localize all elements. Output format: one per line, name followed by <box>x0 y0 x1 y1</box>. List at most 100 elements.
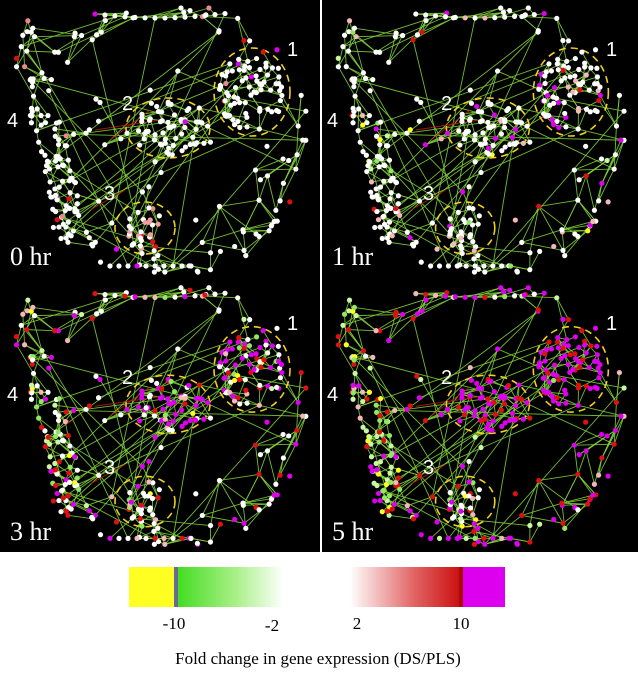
network-node <box>345 327 352 333</box>
network-node <box>46 88 52 94</box>
network-edge <box>494 287 529 298</box>
network-node <box>172 15 178 21</box>
network-node <box>527 539 533 545</box>
network-edge <box>399 474 420 490</box>
network-node <box>223 80 229 87</box>
network-edge <box>259 404 306 417</box>
network-node <box>527 267 533 273</box>
network-node <box>159 109 165 115</box>
network-node <box>490 535 496 542</box>
network-edge <box>259 128 306 141</box>
network-edge <box>497 70 540 90</box>
network-edge <box>557 40 569 60</box>
network-edge <box>49 441 59 457</box>
network-edge <box>104 131 147 146</box>
network-edge <box>521 229 563 243</box>
network-node <box>587 109 593 115</box>
cluster-label-3: 3 <box>423 457 434 479</box>
network-node <box>217 82 223 88</box>
network-edge <box>398 115 545 205</box>
network-node <box>151 520 157 527</box>
network-node <box>41 75 47 82</box>
network-node <box>418 259 424 265</box>
network-node <box>494 346 501 352</box>
network-node <box>45 434 51 440</box>
network-edge <box>425 407 467 421</box>
network-edge <box>58 410 74 421</box>
network-node <box>205 399 211 406</box>
network-node <box>381 178 387 184</box>
network-node <box>576 344 582 351</box>
network-node <box>442 293 449 299</box>
network-edge <box>521 16 557 19</box>
network-node <box>381 495 388 501</box>
network-edge <box>492 242 523 267</box>
network-node <box>343 64 349 70</box>
network-node <box>280 156 286 162</box>
network-node <box>447 490 453 496</box>
network-node <box>367 365 373 371</box>
network-node <box>265 350 271 356</box>
network-node <box>46 365 52 371</box>
network-node <box>276 352 282 358</box>
network-node <box>374 158 380 164</box>
network-node <box>474 380 480 386</box>
network-edge <box>482 408 494 422</box>
network-node <box>67 168 73 174</box>
network-edge <box>54 35 82 53</box>
network-node <box>30 370 37 377</box>
network-node <box>486 124 492 130</box>
network-node <box>467 87 473 93</box>
network-node <box>38 122 44 128</box>
network-node <box>273 207 279 213</box>
network-node <box>116 535 122 542</box>
network-node <box>206 5 212 11</box>
network-node <box>34 383 40 389</box>
network-node <box>137 243 143 249</box>
network-node <box>59 487 66 493</box>
network-node <box>276 74 282 80</box>
network-edge <box>26 50 55 53</box>
network-edge <box>258 450 268 475</box>
network-node <box>216 203 223 209</box>
network-node <box>471 248 477 254</box>
network-node <box>546 112 552 119</box>
network-node <box>65 239 71 245</box>
network-node <box>55 413 62 419</box>
network-edge <box>529 251 541 270</box>
network-node <box>429 220 436 226</box>
network-node <box>368 454 375 460</box>
network-node <box>294 152 300 158</box>
network-edge <box>371 166 380 183</box>
network-node <box>74 467 80 473</box>
network-node <box>592 325 599 331</box>
network-edge <box>54 404 66 422</box>
network-edge <box>210 523 221 543</box>
network-node <box>498 285 504 291</box>
network-edge <box>242 221 275 231</box>
network-node <box>146 479 152 485</box>
network-node <box>395 467 402 473</box>
network-node <box>178 285 184 291</box>
network-node <box>480 130 486 136</box>
cluster-label-2: 2 <box>441 93 452 115</box>
network-edge <box>395 125 494 209</box>
network-node <box>562 75 568 81</box>
network-node <box>582 342 588 348</box>
network-node <box>24 48 30 54</box>
network-node <box>148 377 154 383</box>
network-edge <box>32 79 52 83</box>
network-node <box>513 126 519 132</box>
network-node <box>156 213 162 219</box>
network-node <box>266 501 272 507</box>
network-node <box>96 472 102 478</box>
network-node <box>45 159 51 165</box>
network-edge <box>282 139 304 184</box>
network-node <box>150 239 156 245</box>
colorbar: -10 -2 2 10 Fold change in gene expressi… <box>129 567 505 668</box>
network-node <box>264 143 270 149</box>
network-node <box>364 120 370 126</box>
network-edge <box>578 404 625 417</box>
network-node <box>128 225 134 232</box>
network-node <box>476 487 482 493</box>
